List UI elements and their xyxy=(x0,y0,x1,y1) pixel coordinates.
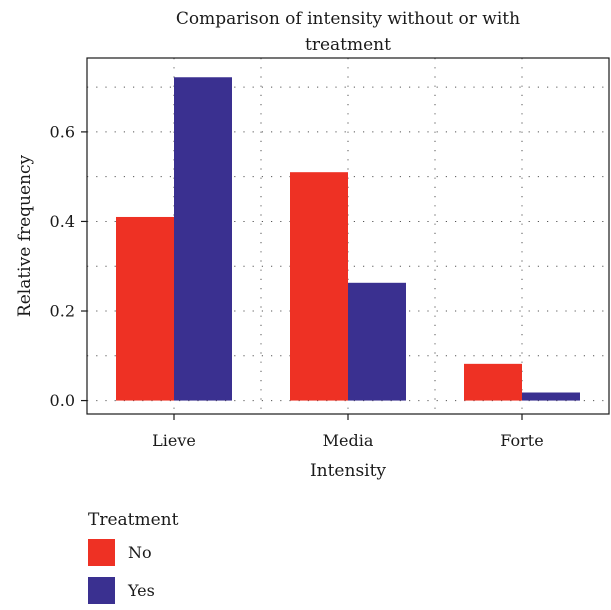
bars xyxy=(116,77,580,401)
legend-label-yes: Yes xyxy=(127,581,155,600)
bar-yes-media xyxy=(348,282,406,401)
legend-swatch-no xyxy=(88,539,115,566)
y-tick-label: 0.4 xyxy=(50,212,75,231)
x-tick-label-lieve: Lieve xyxy=(152,431,196,450)
y-tick-label: 0.2 xyxy=(50,302,75,321)
chart-title: Comparison of intensity without or with … xyxy=(176,9,520,55)
legend-swatch-yes xyxy=(88,577,115,604)
chart-title-line-1: Comparison of intensity without or with xyxy=(176,9,520,29)
chart-title-line-2: treatment xyxy=(305,35,391,55)
x-axis-label: Intensity xyxy=(310,461,386,481)
x-tick-label-media: Media xyxy=(323,431,374,450)
y-tick-label: 0.0 xyxy=(50,391,75,410)
bar-no-forte xyxy=(464,363,522,401)
bar-yes-forte xyxy=(522,392,580,401)
y-tick-label: 0.6 xyxy=(50,122,75,141)
y-axis: 0.0 0.2 0.4 0.6 xyxy=(50,122,87,410)
bar-no-lieve xyxy=(116,216,174,401)
legend: Treatment No Yes xyxy=(88,510,179,604)
legend-title: Treatment xyxy=(88,510,179,530)
bar-no-media xyxy=(290,172,348,401)
y-axis-label: Relative frequency xyxy=(15,154,35,317)
x-axis: Lieve Media Forte xyxy=(152,414,544,450)
legend-label-no: No xyxy=(128,543,152,562)
bar-yes-lieve xyxy=(174,77,232,401)
x-tick-label-forte: Forte xyxy=(500,431,543,450)
